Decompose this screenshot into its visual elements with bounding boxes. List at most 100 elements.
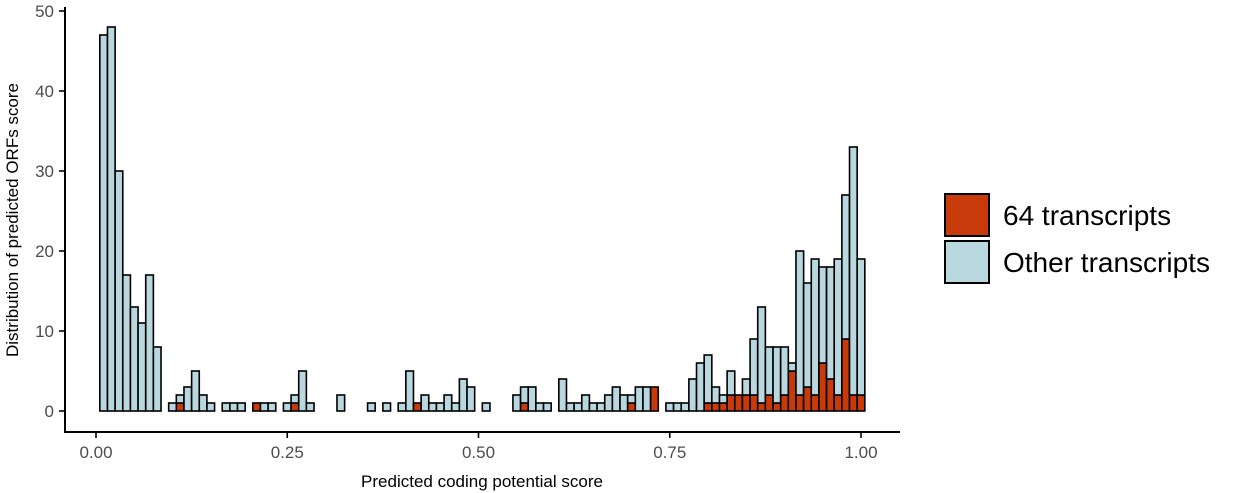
bar-other-transcripts xyxy=(519,386,530,404)
bar-other-transcripts xyxy=(741,378,751,396)
bar-other-transcripts xyxy=(810,258,820,396)
bar-other-transcripts xyxy=(527,386,537,412)
bar-other-transcripts xyxy=(297,370,308,412)
bar-other-transcripts xyxy=(129,306,139,412)
legend-key-64-transcripts xyxy=(944,193,990,237)
bar-other-transcripts xyxy=(787,362,797,372)
bar-other-transcripts xyxy=(512,394,522,412)
bar-other-transcripts xyxy=(190,370,201,412)
bar-64-transcripts xyxy=(810,394,820,412)
bar-64-transcripts xyxy=(175,402,185,412)
bar-other-transcripts xyxy=(634,386,644,412)
bar-other-transcripts xyxy=(726,370,736,396)
bar-other-transcripts xyxy=(856,258,866,396)
bar-other-transcripts xyxy=(282,402,292,412)
x-axis-title: Predicted coding potential score xyxy=(361,472,603,491)
bar-other-transcripts xyxy=(558,378,568,412)
bar-64-transcripts xyxy=(779,394,790,412)
bar-other-transcripts xyxy=(382,402,392,412)
bar-other-transcripts xyxy=(114,170,124,412)
bar-other-transcripts xyxy=(259,402,269,412)
bar-other-transcripts xyxy=(106,26,116,412)
bar-64-transcripts xyxy=(787,370,797,412)
bar-64-transcripts xyxy=(848,394,858,412)
bar-64-transcripts xyxy=(741,394,751,412)
bar-other-transcripts xyxy=(435,402,445,412)
bar-other-transcripts xyxy=(366,402,377,412)
bar-64-transcripts xyxy=(726,394,736,412)
bar-64-transcripts xyxy=(290,402,300,412)
bar-other-transcripts xyxy=(596,402,606,412)
bar-other-transcripts xyxy=(99,34,109,412)
bar-other-transcripts xyxy=(580,394,591,412)
y-tick-label: 20 xyxy=(35,242,54,261)
x-ticks-group: 0.00 0.25 0.50 0.75 1.00 xyxy=(79,432,878,462)
bar-other-transcripts xyxy=(603,394,614,412)
bar-other-transcripts xyxy=(642,386,652,412)
bar-other-transcripts xyxy=(450,402,461,412)
bar-other-transcripts xyxy=(397,402,407,412)
bar-64-transcripts xyxy=(756,402,767,412)
bar-other-transcripts xyxy=(144,274,155,412)
bar-other-transcripts xyxy=(711,386,721,404)
bar-other-transcripts xyxy=(121,274,132,412)
y-axis-title: Distribution of predicted ORFs score xyxy=(3,83,22,357)
legend-label-other-transcripts: Other transcripts xyxy=(1003,247,1210,278)
bar-other-transcripts xyxy=(718,394,728,404)
bar-64-transcripts xyxy=(856,394,866,412)
bar-other-transcripts xyxy=(818,266,828,364)
bar-other-transcripts xyxy=(221,402,231,412)
x-tick-label: 0.25 xyxy=(271,443,304,462)
bar-64-transcripts xyxy=(519,402,530,412)
bar-64-transcripts xyxy=(841,338,851,412)
bar-64-transcripts xyxy=(252,402,262,412)
bar-other-transcripts xyxy=(167,402,178,412)
bar-other-transcripts xyxy=(703,354,713,404)
bar-64-transcripts xyxy=(772,402,782,412)
bar-other-transcripts xyxy=(206,402,216,412)
bar-other-transcripts xyxy=(848,146,858,396)
bar-64-transcripts xyxy=(764,394,774,412)
bar-other-transcripts xyxy=(672,402,683,412)
bar-other-transcripts xyxy=(619,394,629,412)
bar-64-transcripts xyxy=(825,378,836,412)
bar-other-transcripts xyxy=(749,338,759,396)
bar-other-transcripts xyxy=(305,402,315,412)
bar-64-transcripts xyxy=(749,394,759,412)
bar-other-transcripts xyxy=(802,282,813,388)
bar-other-transcripts xyxy=(626,394,637,404)
x-tick-label: 1.00 xyxy=(844,443,877,462)
bar-other-transcripts xyxy=(588,402,598,412)
legend-key-other-transcripts xyxy=(944,240,990,284)
bar-other-transcripts xyxy=(481,402,491,412)
y-tick-label: 50 xyxy=(35,2,54,21)
bar-other-transcripts xyxy=(573,402,583,412)
bar-64-transcripts xyxy=(718,402,728,412)
bar-other-transcripts xyxy=(267,402,277,412)
bar-64-transcripts xyxy=(802,386,813,412)
bar-other-transcripts xyxy=(779,346,790,396)
y-tick-label: 0 xyxy=(45,402,54,421)
bar-other-transcripts xyxy=(405,370,415,412)
y-tick-label: 30 xyxy=(35,162,54,181)
legend: 64 transcripts Other transcripts xyxy=(944,193,1210,284)
bar-other-transcripts xyxy=(611,386,621,412)
bar-other-transcripts xyxy=(833,258,843,396)
bar-other-transcripts xyxy=(175,394,185,404)
bar-other-transcripts xyxy=(137,322,147,412)
bar-other-transcripts xyxy=(420,394,430,412)
y-tick-label: 40 xyxy=(35,82,54,101)
bar-other-transcripts xyxy=(542,402,552,412)
legend-label-64-transcripts: 64 transcripts xyxy=(1003,200,1171,231)
bar-64-transcripts xyxy=(649,386,660,412)
bar-other-transcripts xyxy=(236,402,246,412)
bar-64-transcripts xyxy=(818,362,828,412)
bar-other-transcripts xyxy=(336,394,346,412)
bar-other-transcripts xyxy=(535,402,545,412)
bar-64-transcripts xyxy=(412,402,422,412)
bar-64-transcripts xyxy=(711,402,721,412)
bar-other-transcripts xyxy=(795,250,805,396)
bar-other-transcripts xyxy=(427,402,438,412)
bar-other-transcripts xyxy=(565,402,575,412)
